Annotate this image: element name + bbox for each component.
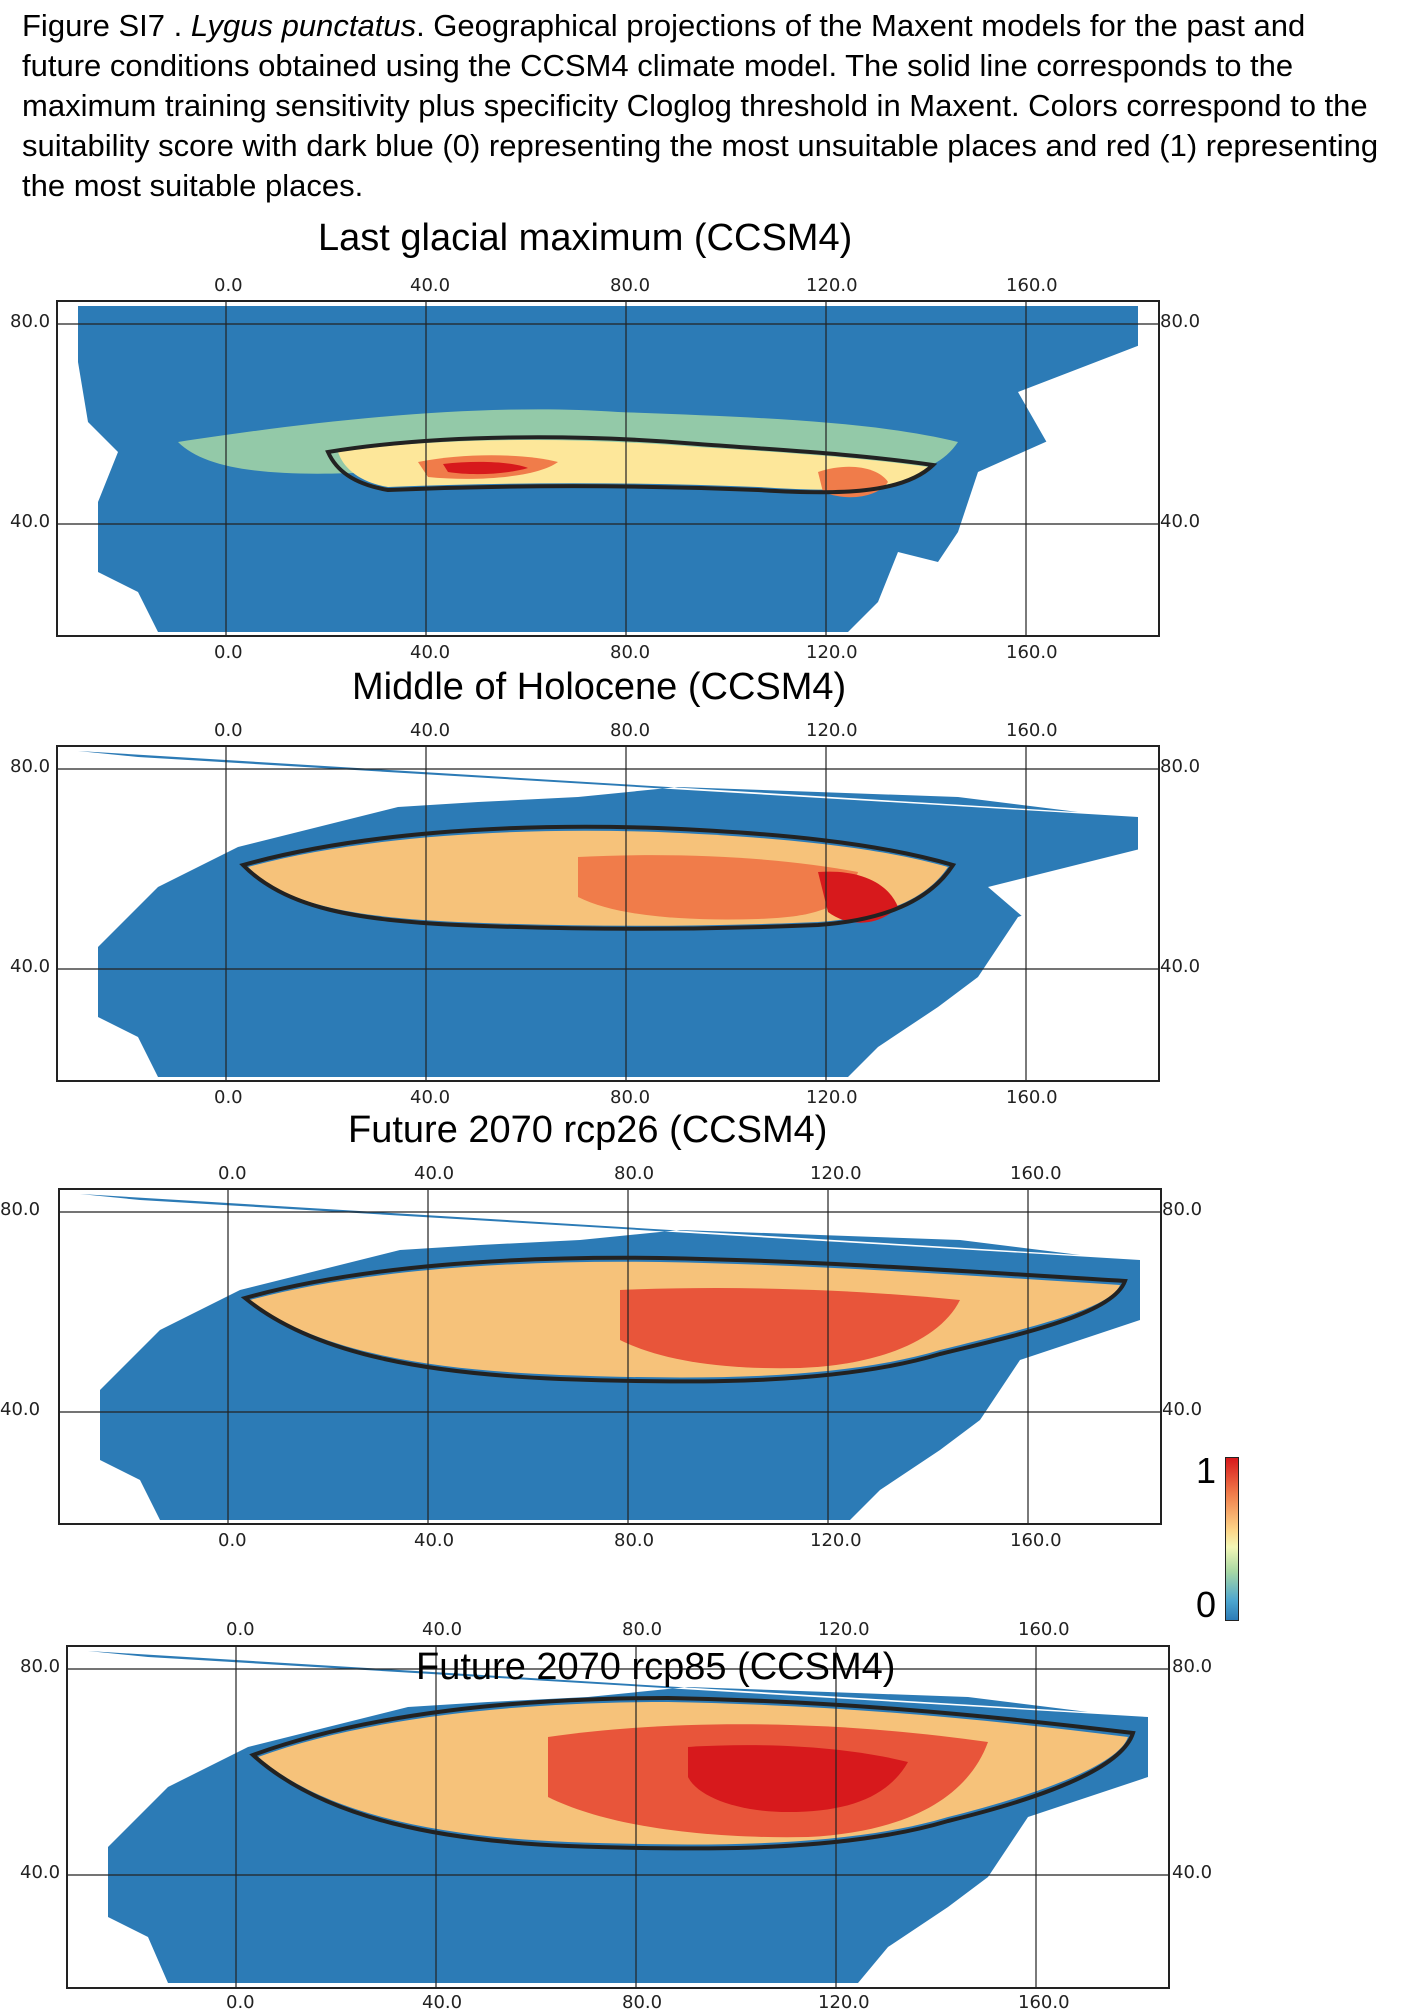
lat-tick-right: 40.0 (1172, 1862, 1213, 1883)
lon-tick-bottom: 40.0 (414, 1530, 455, 1551)
lon-tick-top: 0.0 (226, 1619, 255, 1640)
lon-tick-bottom: 40.0 (422, 1992, 463, 2013)
lon-tick-top: 160.0 (1010, 1163, 1062, 1184)
lon-tick-bottom: 0.0 (214, 1087, 243, 1108)
lon-tick-top: 40.0 (414, 1163, 455, 1184)
lon-tick-top: 0.0 (214, 275, 243, 296)
lon-tick-bottom: 120.0 (806, 642, 858, 663)
lon-tick-bottom: 120.0 (818, 1992, 870, 2013)
caption-lead: Figure SI7 . (22, 8, 191, 43)
lon-tick-top: 80.0 (622, 1619, 663, 1640)
lon-tick-top: 40.0 (410, 275, 451, 296)
lon-tick-bottom: 40.0 (410, 642, 451, 663)
colorbar-max-label: 1 (1196, 1450, 1217, 1491)
lon-tick-top: 160.0 (1018, 1619, 1070, 1640)
lon-tick-bottom: 160.0 (1006, 1087, 1058, 1108)
map-panel-mid-holocene (56, 745, 1160, 1082)
lon-tick-bottom: 0.0 (214, 642, 243, 663)
lon-tick-bottom: 80.0 (610, 1087, 651, 1108)
lon-tick-top: 80.0 (610, 720, 651, 741)
lon-tick-top: 120.0 (818, 1619, 870, 1640)
panel-title-rcp85: Future 2070 rcp85 (CCSM4) (416, 1646, 896, 1688)
lat-tick-right: 40.0 (1160, 511, 1201, 532)
lat-tick-left: 80.0 (10, 756, 51, 777)
lon-tick-bottom: 160.0 (1010, 1530, 1062, 1551)
lon-tick-top: 0.0 (214, 720, 243, 741)
lat-tick-right: 80.0 (1160, 311, 1201, 332)
lat-tick-left: 80.0 (0, 1199, 41, 1220)
lon-tick-top: 160.0 (1006, 720, 1058, 741)
lon-tick-bottom: 80.0 (614, 1530, 655, 1551)
lat-tick-left: 80.0 (10, 311, 51, 332)
lon-tick-bottom: 80.0 (610, 642, 651, 663)
colorbar-min-label: 0 (1196, 1584, 1217, 1625)
lat-tick-right: 40.0 (1162, 1399, 1203, 1420)
lon-tick-bottom: 0.0 (226, 1992, 255, 2013)
lat-tick-left: 40.0 (0, 1399, 41, 1420)
lat-tick-right: 80.0 (1160, 756, 1201, 777)
lon-tick-top: 40.0 (422, 1619, 463, 1640)
lat-tick-right: 40.0 (1160, 956, 1201, 977)
lat-tick-left: 80.0 (20, 1656, 61, 1677)
caption-species: Lygus punctatus (190, 8, 417, 43)
panel-title-lgm: Last glacial maximum (CCSM4) (318, 217, 853, 259)
lon-tick-bottom: 120.0 (810, 1530, 862, 1551)
map-panel-lgm (56, 300, 1160, 637)
lon-tick-top: 120.0 (806, 720, 858, 741)
panel-title-rcp26: Future 2070 rcp26 (CCSM4) (348, 1109, 828, 1151)
lon-tick-bottom: 80.0 (622, 1992, 663, 2013)
lon-tick-bottom: 120.0 (806, 1087, 858, 1108)
lon-tick-top: 40.0 (410, 720, 451, 741)
lat-tick-left: 40.0 (20, 1862, 61, 1883)
lon-tick-top: 160.0 (1006, 275, 1058, 296)
suitability-colorbar (1225, 1457, 1239, 1621)
lon-tick-top: 80.0 (614, 1163, 655, 1184)
lon-tick-top: 80.0 (610, 275, 651, 296)
figure-caption: Figure SI7 . Lygus punctatus. Geographic… (22, 6, 1392, 206)
caption-body: . Geographical projections of the Maxent… (22, 8, 1379, 203)
lon-tick-bottom: 160.0 (1018, 1992, 1070, 2013)
lon-tick-top: 0.0 (218, 1163, 247, 1184)
map-panel-rcp26 (58, 1188, 1162, 1525)
lon-tick-top: 120.0 (806, 275, 858, 296)
lat-tick-right: 80.0 (1162, 1199, 1203, 1220)
panel-title-mid-holocene: Middle of Holocene (CCSM4) (352, 666, 847, 708)
lat-tick-right: 80.0 (1172, 1656, 1213, 1677)
lat-tick-left: 40.0 (10, 511, 51, 532)
map-panel-rcp85 (66, 1645, 1170, 1989)
lon-tick-bottom: 40.0 (410, 1087, 451, 1108)
lon-tick-bottom: 0.0 (218, 1530, 247, 1551)
lon-tick-top: 120.0 (810, 1163, 862, 1184)
lon-tick-bottom: 160.0 (1006, 642, 1058, 663)
lat-tick-left: 40.0 (10, 956, 51, 977)
